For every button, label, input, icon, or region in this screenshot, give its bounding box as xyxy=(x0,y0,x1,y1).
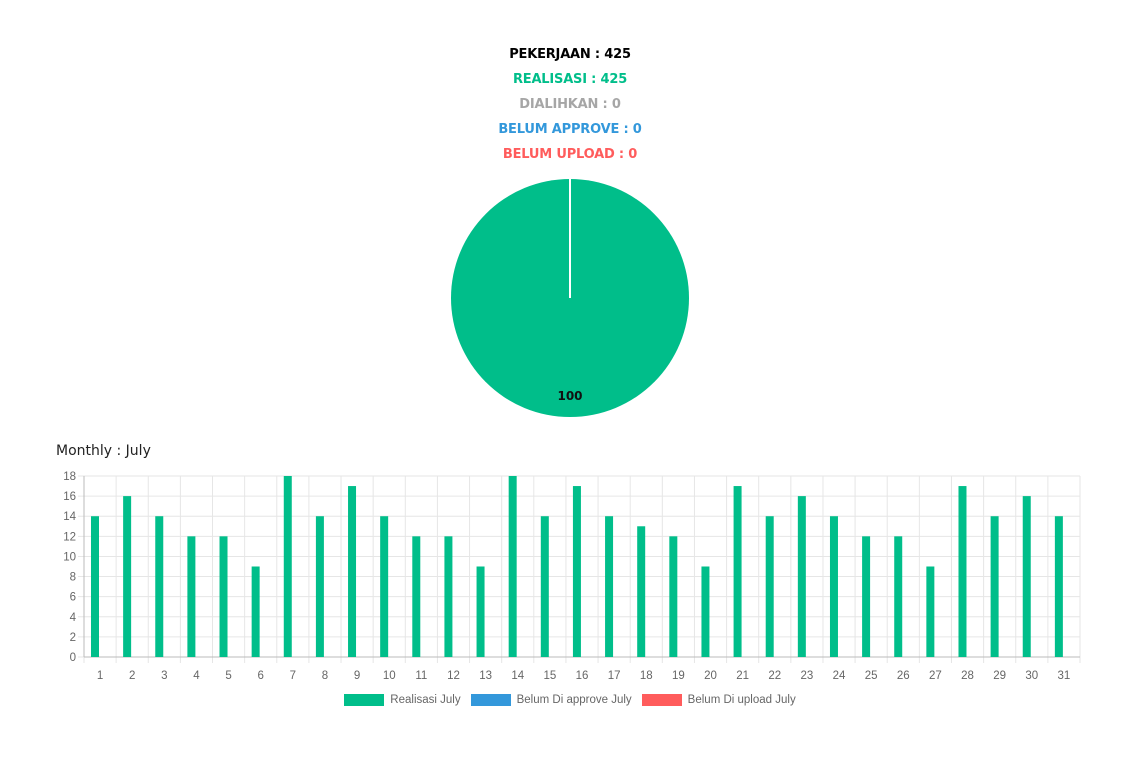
y-tick-label: 0 xyxy=(70,652,76,664)
bar-realisasi[interactable] xyxy=(862,536,871,657)
y-tick-label: 18 xyxy=(63,471,76,483)
bar-realisasi[interactable] xyxy=(701,566,710,658)
x-tick-label: 2 xyxy=(129,670,135,682)
legend-label-belum-approve: Belum Di approve July xyxy=(516,694,632,706)
bar-realisasi[interactable] xyxy=(1022,496,1031,657)
x-tick-label: 14 xyxy=(511,670,524,682)
x-tick-label: 17 xyxy=(608,670,621,682)
x-tick-label: 4 xyxy=(193,670,200,682)
legend-item-realisasi[interactable]: Realisasi July xyxy=(344,694,461,706)
x-tick-label: 29 xyxy=(993,670,1006,682)
y-tick-label: 10 xyxy=(63,551,76,563)
bar-realisasi[interactable] xyxy=(797,496,806,657)
y-tick-label: 4 xyxy=(70,612,77,624)
x-tick-label: 13 xyxy=(479,670,492,682)
x-tick-label: 22 xyxy=(768,670,781,682)
x-tick-label: 7 xyxy=(290,670,296,682)
y-tick-label: 6 xyxy=(70,592,76,604)
x-tick-label: 25 xyxy=(865,670,878,682)
legend-label-belum-upload: Belum Di upload July xyxy=(687,694,796,706)
belum-upload-total: BELUM UPLOAD : 0 xyxy=(502,147,638,162)
bar-realisasi[interactable] xyxy=(508,476,517,657)
realisasi-total: REALISASI : 425 xyxy=(512,72,628,87)
chart-legend: Realisasi July Belum Di approve July Bel… xyxy=(0,694,1140,706)
bar-realisasi[interactable] xyxy=(605,516,614,657)
belum-approve-total: BELUM APPROVE : 0 xyxy=(498,122,642,137)
bar-realisasi[interactable] xyxy=(476,566,485,658)
legend-swatch-belum-upload xyxy=(641,694,682,706)
legend-swatch-realisasi xyxy=(344,694,385,706)
pie-chart: 100 xyxy=(451,179,689,417)
x-tick-label: 16 xyxy=(576,670,589,682)
bar-realisasi[interactable] xyxy=(1054,516,1063,657)
summary-block: PEKERJAAN : 425 REALISASI : 425 DIALIHKA… xyxy=(0,42,1140,167)
legend-label-realisasi: Realisasi July xyxy=(390,694,461,706)
bar-realisasi[interactable] xyxy=(669,536,678,657)
x-tick-label: 28 xyxy=(961,670,974,682)
bar-realisasi[interactable] xyxy=(829,516,838,657)
x-tick-label: 3 xyxy=(161,670,167,682)
bar-realisasi[interactable] xyxy=(637,526,646,657)
monthly-title: Monthly : July xyxy=(56,443,151,459)
y-tick-label: 12 xyxy=(63,531,76,543)
legend-item-belum-upload[interactable]: Belum Di upload July xyxy=(641,694,796,706)
y-tick-label: 8 xyxy=(70,572,76,584)
x-tick-label: 6 xyxy=(258,670,264,682)
y-tick-label: 16 xyxy=(63,491,76,503)
bar-realisasi[interactable] xyxy=(926,566,935,658)
bar-realisasi[interactable] xyxy=(283,476,292,657)
bar-realisasi[interactable] xyxy=(444,536,453,657)
bar-realisasi[interactable] xyxy=(380,516,389,657)
x-tick-label: 21 xyxy=(736,670,749,682)
bar-realisasi[interactable] xyxy=(540,516,549,657)
dialihkan-total: DIALIHKAN : 0 xyxy=(519,97,621,112)
x-tick-label: 8 xyxy=(322,670,328,682)
bar-realisasi[interactable] xyxy=(733,486,742,657)
x-tick-label: 11 xyxy=(415,670,427,682)
x-tick-label: 9 xyxy=(354,670,360,682)
pekerjaan-total: PEKERJAAN : 425 xyxy=(509,47,631,62)
bar-realisasi[interactable] xyxy=(155,516,164,657)
x-tick-label: 18 xyxy=(640,670,653,682)
x-tick-label: 30 xyxy=(1025,670,1038,682)
bar-realisasi[interactable] xyxy=(990,516,999,657)
bar-realisasi[interactable] xyxy=(123,496,132,657)
bar-realisasi[interactable] xyxy=(412,536,421,657)
x-tick-label: 23 xyxy=(801,670,814,682)
bar-realisasi[interactable] xyxy=(572,486,581,657)
x-tick-label: 27 xyxy=(929,670,942,682)
x-tick-label: 10 xyxy=(383,670,396,682)
x-tick-label: 31 xyxy=(1058,670,1071,682)
bar-realisasi[interactable] xyxy=(251,566,260,658)
bar-realisasi[interactable] xyxy=(958,486,967,657)
x-tick-label: 12 xyxy=(447,670,460,682)
x-tick-label: 20 xyxy=(704,670,717,682)
y-tick-label: 2 xyxy=(70,632,76,644)
bar-realisasi[interactable] xyxy=(348,486,357,657)
bar-realisasi[interactable] xyxy=(894,536,903,657)
pie-data-label: 100 xyxy=(557,389,582,403)
bar-realisasi[interactable] xyxy=(315,516,324,657)
x-tick-label: 19 xyxy=(672,670,685,682)
bar-realisasi[interactable] xyxy=(219,536,228,657)
y-tick-label: 14 xyxy=(63,511,76,523)
x-tick-label: 15 xyxy=(543,670,556,682)
legend-swatch-belum-approve xyxy=(470,694,511,706)
legend-item-belum-approve[interactable]: Belum Di approve July xyxy=(470,694,632,706)
x-tick-label: 24 xyxy=(833,670,846,682)
x-tick-label: 1 xyxy=(97,670,103,682)
x-tick-label: 5 xyxy=(225,670,231,682)
bar-realisasi[interactable] xyxy=(187,536,196,657)
bar-realisasi[interactable] xyxy=(765,516,774,657)
bar-realisasi[interactable] xyxy=(91,516,99,657)
x-tick-label: 26 xyxy=(897,670,910,682)
